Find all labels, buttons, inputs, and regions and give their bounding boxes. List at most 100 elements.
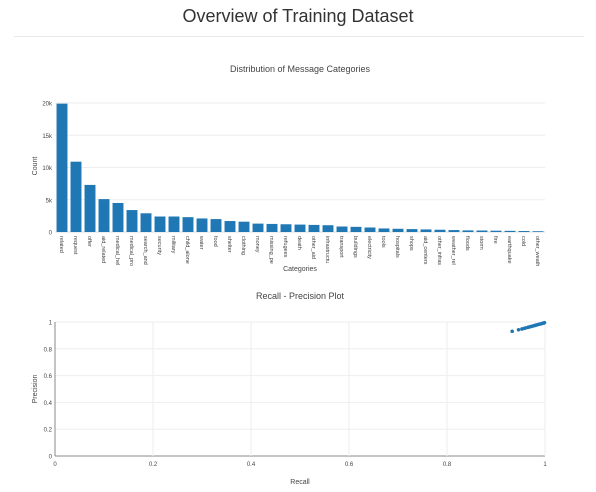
x-tick-label: 0.8 (443, 462, 452, 468)
x-tick-label: money (254, 236, 260, 253)
bar-request (70, 161, 82, 232)
x-tick-label: offer (86, 236, 92, 247)
bar-military (168, 216, 180, 232)
x-tick-label: 1 (543, 462, 547, 468)
x-tick-label: medical_pro (128, 236, 134, 266)
x-tick-label: child_alone (184, 236, 190, 264)
scatter-y-ticks: 0 0.2 0.4 0.6 0.8 1 (44, 321, 53, 461)
x-tick-label: clothing (240, 236, 246, 255)
x-tick-label: water (198, 235, 204, 250)
y-tick-label: 5k (46, 198, 53, 204)
x-tick-label: 0 (53, 462, 57, 468)
bar-storm (476, 230, 488, 232)
bar-transport (336, 226, 348, 232)
bar-other_aid (308, 224, 320, 232)
bar-money (252, 223, 264, 232)
scatter-x-ticks: 0 0.2 0.4 0.6 0.8 1 (53, 462, 547, 468)
scatter-point (510, 329, 514, 334)
scatter-point (542, 320, 547, 325)
x-tick-label: missing_pe (268, 236, 274, 264)
bar-search_and (140, 213, 152, 232)
scatter-grid (54, 321, 546, 457)
bar-medical_hel (112, 202, 124, 232)
x-tick-label: search_and (142, 236, 148, 265)
x-tick-label: other_weath (534, 236, 540, 266)
scatter-y-label: Precision (32, 375, 39, 404)
x-tick-label: fire (492, 236, 498, 244)
x-tick-label: electricity (366, 236, 372, 259)
bar-aid_centers (420, 229, 432, 232)
bar-death (294, 224, 306, 232)
bar-hospitals (392, 228, 404, 232)
y-tick-label: 15k (42, 134, 53, 140)
bar-chart-bars (56, 103, 544, 232)
bar-other_infras (434, 229, 446, 232)
x-tick-label: 0.6 (345, 462, 354, 468)
x-tick-label: cold (520, 236, 526, 246)
bar-food (210, 219, 222, 232)
recall-precision-plot: Recall - Precision Plot 0 0.2 0.4 0.6 0.8 1 0… (32, 291, 547, 486)
scatter-x-label: Recall (290, 479, 310, 486)
bar-security (154, 216, 166, 232)
x-tick-label: weather_rel (450, 235, 456, 265)
bar-shelter (224, 221, 236, 232)
bar-floods (462, 230, 474, 232)
x-tick-label: medical_hel (114, 236, 120, 265)
x-tick-label: request (72, 236, 78, 255)
x-tick-label: shelter (226, 236, 232, 253)
bar-chart-y-ticks: 0 5k 10k 15k 20k (42, 102, 53, 237)
bar-buildings (350, 226, 362, 232)
bar-chart-y-label: Count (32, 157, 39, 176)
scatter-point (516, 327, 521, 332)
y-tick-label: 20k (42, 102, 53, 108)
x-tick-label: aid_centers (422, 236, 428, 265)
x-tick-label: storm (478, 236, 484, 250)
x-tick-label: 0.2 (149, 462, 158, 468)
x-tick-label: hospitals (394, 236, 400, 258)
y-tick-label: 0.6 (44, 374, 53, 380)
bar-tools (378, 228, 390, 232)
page-title: Overview of Training Dataset (182, 6, 414, 26)
x-tick-label: tools (380, 236, 386, 248)
bar-clothing (238, 221, 250, 232)
bar-missing_pe (266, 223, 278, 232)
x-tick-label: other_infras (436, 236, 442, 265)
x-tick-label: aid_related (100, 236, 106, 263)
y-tick-label: 0.4 (44, 401, 53, 407)
bar-chart-x-label: Categories (283, 266, 317, 273)
bar-fire (490, 230, 502, 232)
x-tick-label: transport (338, 236, 344, 258)
title-divider (14, 36, 584, 37)
bar-water (196, 218, 208, 232)
bar-chart-x-ticks: related request offer aid_related medical_he… (58, 235, 540, 266)
y-tick-label: 0 (49, 455, 53, 461)
x-tick-label: infrastructu (324, 236, 330, 263)
x-tick-label: buildings (352, 236, 358, 258)
bar-child_alone (182, 217, 194, 232)
bar-medical_pro (126, 210, 138, 232)
y-tick-label: 0 (49, 231, 53, 237)
x-tick-label: food (212, 236, 218, 247)
bar-refugees (280, 224, 292, 232)
x-tick-label: death (296, 236, 302, 250)
y-tick-label: 0.8 (44, 347, 53, 353)
bar-earthquake (504, 230, 516, 232)
bar-aid_related (98, 199, 110, 232)
x-tick-label: floods (464, 236, 470, 251)
x-tick-label: related (58, 236, 64, 253)
x-tick-label: other_aid (310, 236, 316, 259)
x-tick-label: security (156, 236, 162, 255)
x-tick-label: earthquake (506, 236, 512, 264)
x-tick-label: refugees (282, 236, 288, 258)
scatter-points (510, 320, 547, 334)
bar-electricity (364, 227, 376, 232)
bar-weather_rel (448, 230, 460, 232)
bar-other_weath (532, 231, 544, 232)
bar-shops (406, 229, 418, 232)
y-tick-label: 10k (42, 166, 53, 172)
bar-cold (518, 231, 530, 232)
y-tick-label: 0.2 (44, 428, 53, 434)
x-tick-label: 0.4 (247, 462, 256, 468)
bar-chart-title: Distribution of Message Categories (230, 64, 371, 74)
x-tick-label: shops (408, 236, 414, 251)
